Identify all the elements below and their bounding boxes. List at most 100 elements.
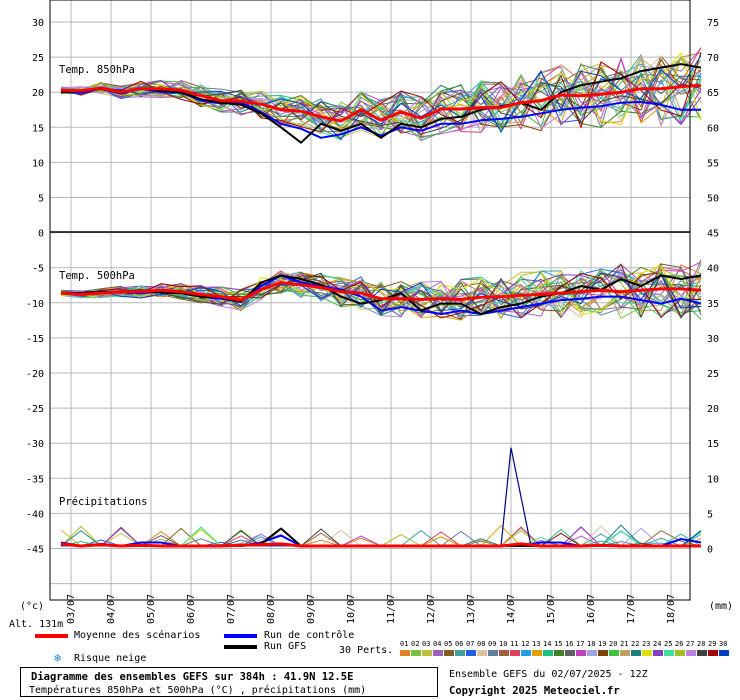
pert-color-swatch	[499, 650, 509, 656]
left-tick-label: 10	[32, 158, 44, 169]
right-tick-label: 5	[707, 509, 713, 520]
x-tick-label: 06/07	[186, 594, 197, 624]
ensemble-member-t500	[60, 261, 702, 318]
pert-color-swatch	[642, 650, 652, 656]
pert-number-label: 11	[510, 640, 519, 648]
pert-color-swatch	[510, 650, 520, 656]
pert-number-label: 05	[444, 640, 453, 648]
pert-number-label: 30	[719, 640, 728, 648]
pert-number-label: 18	[587, 640, 596, 648]
series-line-t500	[60, 281, 702, 302]
right-tick-label: 15	[707, 439, 719, 450]
x-tick-label: 10/07	[346, 594, 357, 624]
pert-number-label: 14	[543, 640, 552, 648]
right-tick-label: 55	[707, 158, 719, 169]
x-tick-label: 07/07	[226, 594, 237, 624]
x-tick-label: 09/07	[306, 594, 317, 624]
left-tick-label: -35	[26, 474, 44, 485]
pert-color-swatch	[697, 650, 707, 656]
pert-color-swatch	[565, 650, 575, 656]
legend-control-swatch	[224, 634, 257, 638]
pert-number-label: 13	[532, 640, 541, 648]
pert-color-swatch	[598, 650, 608, 656]
pert-number-label: 26	[675, 640, 684, 648]
right-tick-label: 60	[707, 123, 719, 134]
series-line-t850	[60, 63, 702, 144]
ensemble-member-precip	[61, 530, 702, 547]
panel-label-t850: Temp. 850hPa	[59, 64, 135, 76]
x-tick-label: 16/07	[586, 594, 597, 624]
pert-color-swatch	[532, 650, 542, 656]
pert-number-label: 06	[455, 640, 464, 648]
pert-number-label: 23	[642, 640, 651, 648]
left-tick-label: -15	[26, 334, 44, 345]
left-tick-label: 20	[32, 88, 44, 99]
chart-subtitle: Températures 850hPa et 500hPa (°C) , pré…	[29, 685, 367, 696]
ensemble-member-precip	[61, 530, 701, 547]
x-tick-label: 13/07	[466, 594, 477, 624]
ensemble-member-t500	[60, 263, 702, 319]
chart-title: Diagramme des ensembles GEFS sur 384h : …	[31, 671, 354, 683]
pert-number-label: 02	[411, 640, 420, 648]
legend-perts-label: 30 Perts.	[339, 645, 394, 656]
x-tick-label: 03/07	[66, 594, 77, 624]
pert-number-label: 28	[697, 640, 706, 648]
legend-mean-label: Moyenne des scénarios	[74, 630, 201, 641]
right-tick-label: 75	[707, 18, 719, 29]
left-tick-label: -5	[32, 264, 44, 275]
right-tick-label: 25	[707, 369, 719, 380]
pert-color-swatch	[466, 650, 476, 656]
right-tick-label: 45	[707, 229, 719, 240]
left-tick-label: -20	[26, 369, 44, 380]
pert-color-swatch	[411, 650, 421, 656]
legend-control-label: Run de contrôle	[264, 630, 355, 641]
right-tick-label: 65	[707, 88, 719, 99]
pert-color-swatch	[631, 650, 641, 656]
pert-number-label: 27	[686, 640, 695, 648]
pert-color-swatch	[587, 650, 597, 656]
pert-number-label: 08	[477, 640, 486, 648]
pert-number-label: 12	[521, 640, 530, 648]
right-tick-label: 35	[707, 299, 719, 310]
ensemble-member-t500	[60, 272, 702, 319]
ensemble-member-t500	[60, 272, 702, 312]
pert-color-swatch	[455, 650, 465, 656]
pert-number-label: 07	[466, 640, 475, 648]
pert-color-swatch	[521, 650, 531, 656]
right-tick-label: 10	[707, 474, 719, 485]
pert-number-label: 24	[653, 640, 662, 648]
pert-color-swatch	[554, 650, 564, 656]
legend-snow-label: Risque neige	[74, 653, 147, 664]
pert-number-label: 03	[422, 640, 431, 648]
pert-color-swatch	[400, 650, 410, 656]
legend-mean-swatch	[35, 634, 68, 638]
pert-color-swatch	[576, 650, 586, 656]
footer-title-box: Diagramme des ensembles GEFS sur 384h : …	[20, 667, 438, 697]
right-unit-label: (mm)	[709, 601, 733, 612]
left-tick-label: 30	[32, 18, 44, 29]
snowflake-icon: ❄	[54, 651, 62, 665]
copyright-label: Copyright 2025 Meteociel.fr	[449, 685, 620, 697]
ensemble-member-precip	[61, 530, 702, 547]
pert-color-swatch	[477, 650, 487, 656]
left-unit-label: (°c)	[20, 601, 44, 612]
pert-color-swatch	[653, 650, 663, 656]
series-line-precip	[60, 542, 701, 548]
pert-color-swatch	[433, 650, 443, 656]
left-tick-label: -30	[26, 439, 44, 450]
pert-number-label: 29	[708, 640, 717, 648]
main-series	[60, 63, 702, 548]
left-tick-label: -25	[26, 404, 44, 415]
pert-number-label: 20	[609, 640, 618, 648]
pert-number-label: 21	[620, 640, 629, 648]
right-tick-label: 30	[707, 334, 719, 345]
ensemble-member-t850	[60, 57, 702, 138]
left-tick-label: -45	[26, 545, 44, 556]
pert-color-swatch	[422, 650, 432, 656]
x-tick-label: 14/07	[506, 594, 517, 624]
x-tick-label: 17/07	[626, 594, 637, 624]
series-line-t850	[60, 83, 702, 123]
pert-number-label: 22	[631, 640, 640, 648]
right-tick-label: 0	[707, 545, 713, 556]
